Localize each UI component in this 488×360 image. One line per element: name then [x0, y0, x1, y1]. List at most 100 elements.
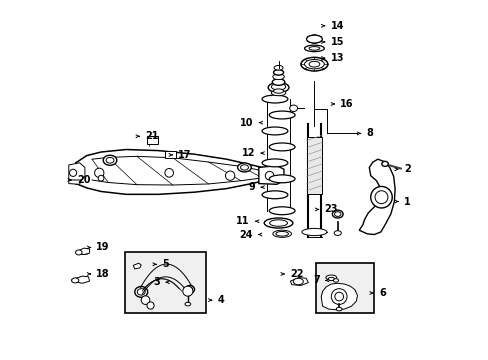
Ellipse shape	[271, 90, 285, 96]
Text: 4: 4	[217, 295, 224, 305]
Circle shape	[164, 168, 173, 177]
Text: 13: 13	[330, 53, 344, 63]
Text: 17: 17	[178, 150, 191, 160]
Ellipse shape	[274, 66, 283, 70]
Ellipse shape	[262, 191, 287, 199]
Circle shape	[330, 289, 346, 305]
Ellipse shape	[327, 277, 334, 280]
Ellipse shape	[306, 35, 322, 43]
Ellipse shape	[273, 89, 283, 93]
Text: 10: 10	[240, 118, 253, 128]
Polygon shape	[321, 283, 357, 310]
Text: 1: 1	[403, 197, 410, 207]
Text: 8: 8	[366, 129, 372, 138]
Ellipse shape	[269, 111, 294, 119]
Ellipse shape	[262, 95, 287, 103]
Ellipse shape	[325, 275, 336, 280]
Circle shape	[69, 169, 77, 176]
Bar	[306, 137, 322, 194]
Polygon shape	[133, 263, 141, 269]
Bar	[147, 136, 158, 144]
Ellipse shape	[289, 105, 297, 112]
Ellipse shape	[72, 278, 79, 283]
Polygon shape	[75, 248, 89, 255]
Text: 16: 16	[340, 99, 353, 109]
Polygon shape	[359, 159, 394, 234]
Bar	[315, 263, 373, 313]
Text: 19: 19	[96, 242, 110, 252]
Ellipse shape	[308, 46, 319, 50]
Ellipse shape	[272, 79, 285, 85]
Ellipse shape	[269, 207, 294, 215]
Text: 15: 15	[330, 37, 344, 47]
Text: 22: 22	[289, 269, 303, 279]
Ellipse shape	[333, 231, 341, 235]
Circle shape	[98, 175, 104, 181]
Polygon shape	[290, 278, 308, 285]
Ellipse shape	[262, 159, 287, 167]
Ellipse shape	[332, 210, 343, 218]
Text: 23: 23	[324, 204, 337, 215]
Text: 14: 14	[330, 21, 344, 31]
Ellipse shape	[273, 70, 283, 75]
Ellipse shape	[304, 59, 324, 69]
Text: 7: 7	[312, 275, 319, 285]
Polygon shape	[69, 180, 81, 184]
Ellipse shape	[308, 61, 319, 67]
Ellipse shape	[185, 285, 194, 293]
Ellipse shape	[262, 127, 287, 135]
Circle shape	[183, 286, 192, 296]
Circle shape	[94, 168, 104, 177]
Ellipse shape	[336, 307, 341, 311]
Ellipse shape	[301, 57, 327, 71]
Ellipse shape	[264, 218, 292, 228]
Text: 3: 3	[153, 277, 160, 287]
Text: 5: 5	[162, 259, 168, 269]
Ellipse shape	[304, 45, 324, 51]
Polygon shape	[258, 166, 284, 184]
Text: 6: 6	[378, 288, 385, 298]
Ellipse shape	[137, 289, 145, 295]
Circle shape	[265, 171, 273, 180]
Text: 12: 12	[241, 148, 255, 158]
Ellipse shape	[272, 74, 284, 80]
Text: 9: 9	[248, 182, 255, 192]
Ellipse shape	[106, 157, 114, 163]
Ellipse shape	[381, 161, 387, 166]
Text: 18: 18	[96, 269, 110, 279]
Ellipse shape	[240, 165, 248, 170]
Circle shape	[147, 302, 154, 309]
Ellipse shape	[269, 220, 287, 226]
Circle shape	[310, 36, 317, 42]
Ellipse shape	[293, 278, 303, 285]
Ellipse shape	[301, 228, 326, 235]
Circle shape	[370, 186, 391, 208]
Bar	[125, 252, 206, 314]
Ellipse shape	[135, 287, 147, 297]
Ellipse shape	[275, 231, 288, 236]
Ellipse shape	[271, 84, 285, 90]
Ellipse shape	[237, 163, 251, 172]
Ellipse shape	[103, 155, 117, 165]
Ellipse shape	[76, 250, 82, 255]
Text: 21: 21	[145, 131, 158, 141]
Circle shape	[141, 296, 149, 305]
Circle shape	[334, 292, 343, 301]
Ellipse shape	[267, 82, 288, 93]
Ellipse shape	[269, 143, 294, 151]
Ellipse shape	[272, 230, 291, 237]
Ellipse shape	[187, 287, 192, 292]
Circle shape	[225, 171, 234, 180]
Polygon shape	[72, 276, 89, 283]
Ellipse shape	[269, 175, 294, 183]
Polygon shape	[69, 163, 85, 182]
Polygon shape	[307, 35, 321, 43]
Text: 24: 24	[239, 230, 252, 239]
Ellipse shape	[333, 279, 338, 282]
Ellipse shape	[334, 212, 340, 216]
Bar	[164, 150, 176, 158]
Text: 20: 20	[77, 175, 90, 185]
Ellipse shape	[184, 302, 190, 306]
Text: 11: 11	[236, 216, 249, 226]
Circle shape	[374, 191, 387, 204]
